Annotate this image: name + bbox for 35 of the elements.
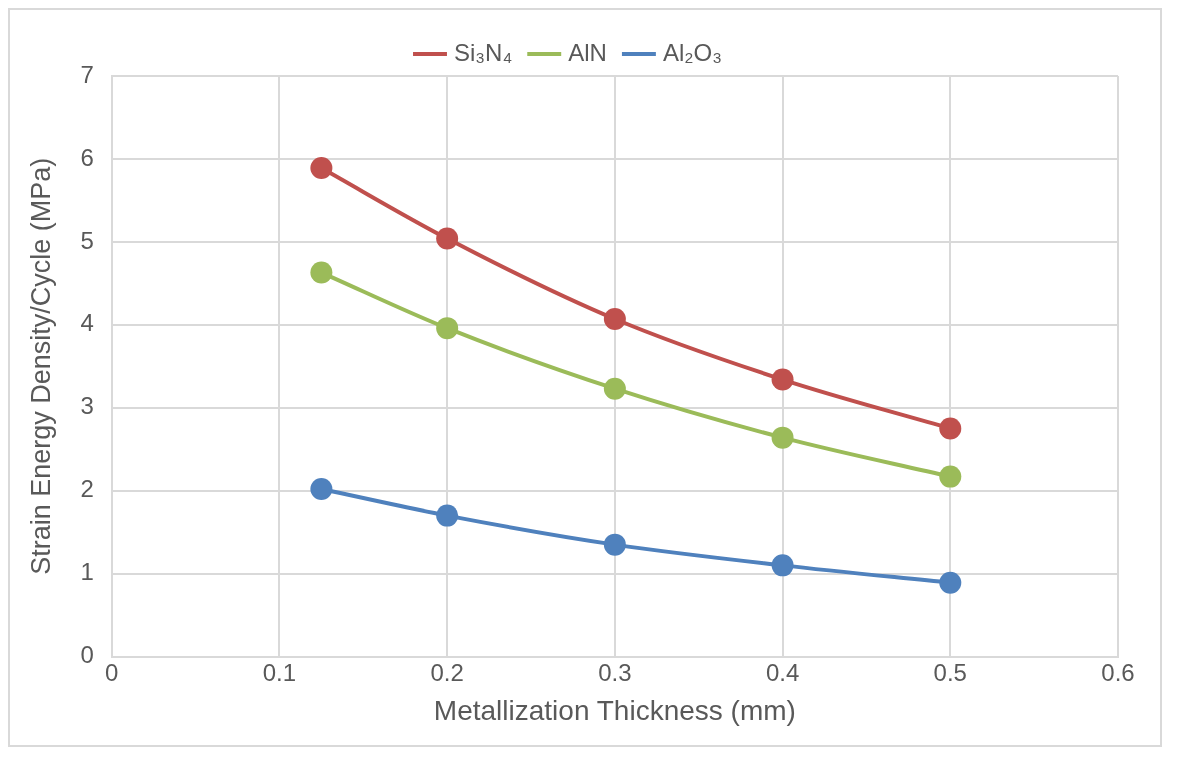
y-axis-title: Strain Energy Density/Cycle (MPa)	[25, 157, 56, 575]
x-axis-title: Metallization Thickness (mm)	[433, 694, 796, 726]
point	[603, 377, 626, 400]
x-tick-label: 0.3	[598, 658, 632, 686]
y-tick-label: 7	[80, 60, 94, 88]
point	[603, 533, 626, 556]
y-tick-label: 1	[80, 558, 94, 586]
x-tick-label: 0.2	[430, 658, 464, 686]
point	[310, 261, 333, 284]
x-tick-label: 0.1	[262, 658, 297, 686]
y-tick-label: 5	[80, 226, 94, 254]
y-tick-label: 6	[80, 143, 94, 171]
x-tick-label: 0.5	[933, 658, 967, 686]
point	[436, 227, 459, 250]
y-tick-label: 2	[80, 475, 94, 503]
point	[310, 478, 333, 501]
point	[771, 554, 794, 577]
legend-label: Al₂O₃	[662, 38, 723, 66]
point	[603, 308, 626, 331]
legend-label: AlN	[568, 38, 607, 66]
legend-label: Si₃N₄	[453, 38, 513, 66]
y-tick-label: 0	[80, 641, 94, 669]
x-tick-label: 0.4	[765, 658, 800, 686]
point	[771, 426, 794, 449]
x-tick-label: 0	[105, 658, 119, 686]
point	[771, 368, 794, 391]
point	[436, 317, 459, 340]
point	[939, 571, 962, 594]
x-tick-label: 0.6	[1101, 658, 1135, 686]
point	[436, 504, 459, 527]
y-tick-label: 3	[80, 392, 94, 420]
y-tick-label: 4	[80, 309, 94, 337]
point	[939, 465, 962, 488]
point	[939, 417, 962, 440]
point	[310, 157, 333, 180]
